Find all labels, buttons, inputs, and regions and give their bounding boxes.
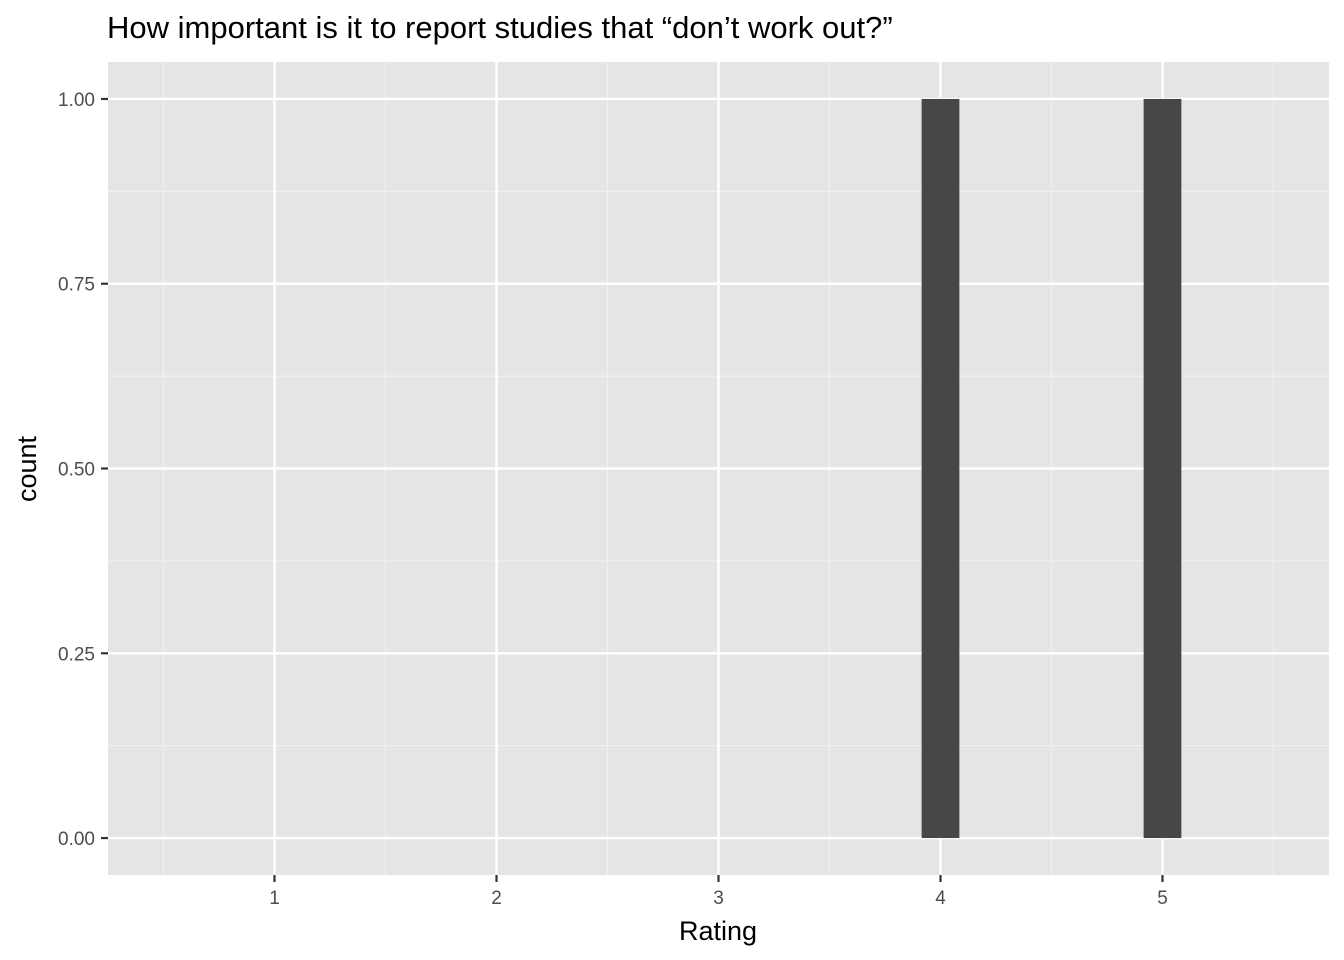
y-tick-label: 0.75 [58,275,95,296]
y-tick-label: 0.25 [58,644,95,665]
y-axis: 0.00 0.25 0.50 0.75 1.00 [58,90,108,850]
y-axis-title: count [12,435,42,502]
x-tick-label: 3 [713,888,724,909]
bars [921,98,1182,839]
y-tick-label: 0.00 [58,829,95,850]
bar-rating-5 [1143,98,1182,839]
y-tick-label: 1.00 [58,90,95,111]
x-tick-label: 4 [935,888,946,909]
x-tick-label: 2 [491,888,502,909]
x-tick-label: 1 [269,888,280,909]
y-tick-label: 0.50 [58,460,95,481]
bar-rating-4 [921,98,960,839]
x-tick-label: 5 [1157,888,1168,909]
x-axis-title: Rating [679,916,757,946]
chart-title: How important is it to report studies th… [107,10,893,45]
x-axis: 1 2 3 4 5 [269,875,1168,909]
